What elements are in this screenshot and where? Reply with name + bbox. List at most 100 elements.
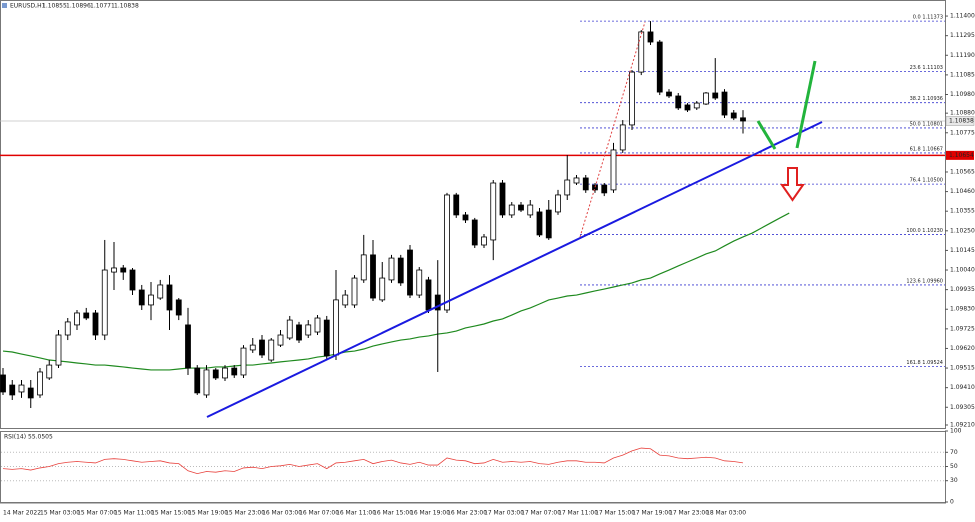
candle-body [490, 182, 497, 241]
candle-body [703, 92, 709, 105]
x-tick-label: 15 Mar 19:00 [188, 510, 228, 517]
y-tick-label: 1.09305 [950, 404, 975, 411]
candle-body [74, 312, 80, 326]
candle-body [212, 369, 219, 379]
candle-body [314, 317, 321, 333]
candle-body [175, 299, 182, 316]
candle-body [582, 177, 589, 191]
y-tick-label: 1.11085 [950, 71, 975, 78]
y-tick-label: 1.09515 [950, 365, 975, 372]
candle-body [545, 209, 552, 239]
x-tick-label: 16 Mar 23:00 [447, 510, 487, 517]
candle-body [481, 236, 487, 246]
candle-body [0, 374, 6, 393]
candle-body [259, 339, 265, 356]
x-tick-label: 16 Mar 15:00 [373, 510, 413, 517]
candle-body [286, 319, 293, 339]
candle-body [573, 177, 580, 184]
last-low: 1.10771 [90, 3, 115, 10]
candle-body [305, 324, 312, 336]
y-tick-label: 1.09830 [950, 306, 975, 313]
candle-body [64, 321, 71, 336]
last-open: 1.10855 [42, 3, 67, 10]
rsi-tick-label: 70 [950, 449, 958, 456]
x-tick-label: 16 Mar 11:00 [336, 510, 376, 517]
candle-body [555, 194, 561, 213]
x-tick-label: 17 Mar 11:00 [558, 510, 598, 517]
candle-body [564, 179, 571, 196]
x-tick-label: 15 Mar 15:00 [151, 510, 191, 517]
y-tick-label: 1.10040 [950, 267, 975, 274]
candle-body [222, 367, 228, 379]
y-tick-label: 1.11295 [950, 32, 975, 39]
candle-body [18, 384, 25, 393]
candle-body [601, 184, 608, 194]
candle-body [83, 312, 90, 319]
x-tick-label: 15 Mar 03:00 [40, 510, 80, 517]
bid-box [945, 116, 975, 126]
candle-body [268, 339, 275, 361]
rsi-tick-label: 100 [950, 428, 962, 435]
candle-body [527, 204, 534, 216]
candle-body [407, 249, 413, 296]
candle-body [111, 267, 117, 273]
y-tick-label: 1.11190 [950, 52, 975, 59]
rsi-value: 55.0505 [28, 434, 53, 441]
candle-body [712, 92, 719, 99]
candle-body [27, 387, 34, 399]
x-tick-label: 15 Mar 23:00 [225, 510, 265, 517]
candle-body [397, 257, 404, 284]
candle-body [730, 112, 737, 119]
candle-body [666, 91, 672, 97]
symbol-icon [2, 3, 7, 8]
symbol: EURUSD,H1 [10, 3, 46, 10]
y-tick-label: 1.09620 [950, 345, 975, 352]
x-tick-label: 17 Mar 03:00 [484, 510, 524, 517]
candle-body [129, 269, 136, 291]
candle-body [166, 284, 173, 311]
x-tick-label: 17 Mar 19:00 [632, 510, 672, 517]
candle-body [425, 279, 432, 311]
candle-body [388, 257, 395, 281]
candle-body [92, 312, 99, 336]
candle-body [462, 214, 469, 221]
y-tick-label: 1.11400 [950, 13, 975, 20]
fib-anchor-line [579, 21, 646, 238]
x-tick-label: 14 Mar 2022 [3, 510, 41, 517]
y-tick-label: 1.09935 [950, 286, 975, 293]
x-tick-label: 17 Mar 07:00 [521, 510, 561, 517]
candle-body [323, 319, 330, 357]
rsi-line [2, 447, 744, 475]
rsi-label: RSI(14) [4, 434, 26, 441]
candle-body [101, 269, 108, 336]
y-tick-label: 1.10980 [950, 91, 975, 98]
candle-body [296, 324, 302, 341]
marks: 1.11400 1.11295 1.11190 1.11085 1.10980 1.108… [0, 13, 975, 517]
fib-label: 100.0 1.10230 [906, 228, 943, 234]
candle-body [693, 102, 700, 109]
price-pane-border [0, 0, 946, 429]
candle-body [231, 367, 238, 376]
candle-body [675, 95, 682, 109]
candle-body [536, 211, 543, 236]
candle-body [240, 347, 247, 376]
candle-body [444, 194, 450, 311]
candle-body [342, 294, 349, 306]
candle-body [148, 294, 154, 306]
rsi-tick-label: 0 [950, 499, 954, 506]
y-tick-label: 1.10565 [950, 168, 975, 175]
x-tick-label: 16 Mar 03:00 [262, 510, 302, 517]
candle-body [518, 204, 524, 211]
level-box [946, 150, 974, 160]
y-tick-label: 1.10775 [950, 129, 975, 136]
candle-body [351, 277, 358, 306]
trend-line [206, 121, 823, 418]
candle-body [138, 289, 145, 306]
candle-body [647, 31, 654, 43]
moving-average [2, 212, 790, 371]
x-tick-label: 15 Mar 07:00 [77, 510, 117, 517]
y-tick-label: 1.10355 [950, 208, 975, 215]
y-tick-label: 1.09210 [950, 422, 975, 429]
